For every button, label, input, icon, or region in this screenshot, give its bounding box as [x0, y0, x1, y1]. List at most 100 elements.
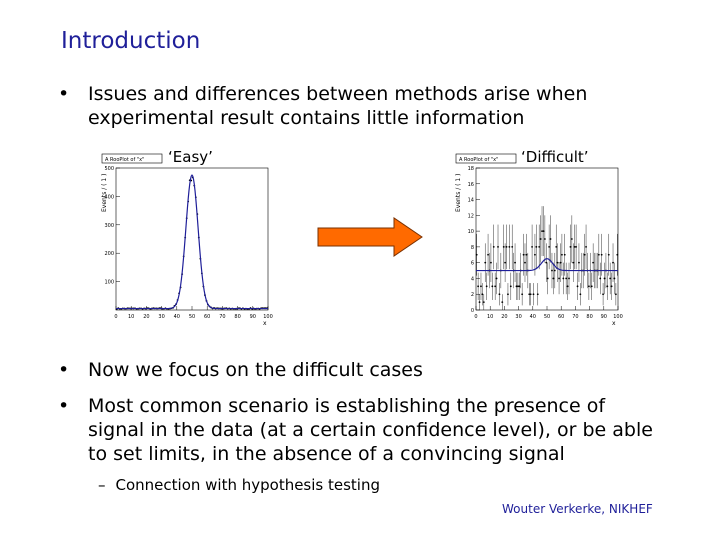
difficult-plot-data-point — [522, 253, 525, 256]
difficult-plot-data-point — [573, 245, 576, 248]
difficult-plot-data-point — [484, 261, 487, 264]
difficult-plot-data-point — [572, 261, 575, 264]
difficult-plot-data-point — [553, 269, 556, 272]
difficult-plot-data-point — [536, 293, 539, 296]
difficult-plot-data-point — [597, 253, 600, 256]
difficult-plot-x-tick-label: 100 — [613, 314, 623, 320]
difficult-plot-data-point — [570, 238, 573, 240]
difficult-plot-data-point — [569, 245, 572, 248]
difficult-plot-data-point — [507, 293, 509, 296]
difficult-plot-data-point — [482, 301, 485, 304]
easy-plot-x-tick-label: 40 — [174, 314, 180, 320]
easy-plot-x-tick-label: 80 — [234, 314, 240, 320]
difficult-plot-data-point — [592, 261, 595, 264]
difficult-plot-data-point — [542, 230, 545, 233]
difficult-plot-data-point — [561, 253, 563, 256]
difficult-plot-x-tick-label: 80 — [586, 314, 592, 320]
difficult-plot-data-point — [613, 277, 616, 280]
difficult-plot-data-point — [576, 285, 579, 288]
easy-plot-y-tick-label: 200 — [104, 251, 114, 257]
easy-plot-x-tick-label: 10 — [128, 314, 134, 320]
difficult-plot-data-point — [480, 285, 482, 288]
difficult-plot-data-point — [514, 261, 516, 264]
caption-difficult: ‘Difficult’ — [521, 148, 589, 166]
difficult-plot-data-point — [606, 285, 609, 288]
difficult-plot-data-point — [497, 245, 499, 248]
difficult-plot-data-point — [614, 293, 617, 296]
bullet-marker: • — [58, 395, 70, 417]
difficult-plot-y-tick-label: 0 — [471, 308, 474, 314]
difficult-plot-data-point — [541, 230, 543, 233]
difficult-plot-data-point — [545, 261, 548, 264]
bullet-marker: • — [58, 359, 70, 381]
difficult-plot-data-point — [487, 253, 489, 256]
difficult-plot-data-point — [602, 293, 604, 296]
difficult-plot-data-point — [504, 261, 507, 264]
difficult-plot-data-point — [475, 253, 478, 256]
difficult-plot-data-point — [502, 245, 505, 248]
difficult-plot-data-point — [524, 261, 526, 264]
bullet-marker: • — [58, 83, 70, 105]
difficult-plot-data-point — [498, 293, 501, 296]
easy-plot-y-tick-label: 400 — [104, 194, 114, 200]
sub-bullet-text: Connection with hypothesis testing — [115, 476, 381, 494]
difficult-plot-data-point — [490, 261, 492, 264]
easy-plot-x-tick-label: 90 — [250, 314, 256, 320]
difficult-plot-y-tick-label: 2 — [471, 292, 474, 298]
bullet-scenario-text: Most common scenario is establishing the… — [88, 395, 653, 465]
difficult-plot-data-point — [590, 285, 593, 288]
difficult-plot-data-point — [543, 238, 546, 240]
difficult-plot-data-point — [539, 238, 542, 240]
easy-plot-y-tick-label: 500 — [104, 166, 114, 172]
difficult-plot-data-point — [478, 301, 481, 304]
bullet-focus-text: Now we focus on the difficult cases — [88, 359, 423, 381]
difficult-plot-data-point — [521, 293, 524, 296]
difficult-plot-data-point — [599, 277, 602, 280]
difficult-plot-data-point — [612, 261, 614, 264]
difficult-plot-data-point — [558, 277, 560, 280]
difficult-plot-data-point — [575, 245, 578, 248]
difficult-plot-data-point — [600, 253, 603, 256]
arrow-icon — [317, 217, 423, 257]
difficult-plot-data-point — [555, 245, 558, 248]
difficult-plot-x-tick-label: 70 — [572, 314, 578, 320]
difficult-plot-y-tick-label: 8 — [471, 245, 474, 251]
difficult-plot-y-tick-label: 16 — [468, 182, 474, 188]
difficult-plot: A RooPlot of "x" Events / ( 1 ) 0 10 20 30 4… — [455, 153, 623, 327]
easy-plot-frame — [115, 167, 269, 311]
difficult-plot-data-point — [518, 285, 521, 288]
difficult-plot-data-point — [477, 285, 480, 288]
difficult-plot-y-tick-label: 12 — [468, 213, 474, 219]
difficult-plot-data-point — [509, 285, 512, 288]
difficult-plot-frame — [475, 167, 619, 311]
difficult-plot-title-box — [455, 153, 517, 164]
difficult-plot-x-tick-label: 0 — [474, 314, 477, 320]
difficult-plot-data-point — [501, 301, 504, 304]
difficult-plot-marks: 0 10 20 30 40 50 60 70 80 90 100 0 2 4 6 8 10 12 14 16 18 — [468, 166, 623, 320]
easy-plot-fit-curve — [116, 174, 268, 310]
difficult-plot-data-point — [529, 293, 532, 296]
difficult-plot-data-point — [511, 245, 514, 248]
sub-bullet-dash: – — [98, 476, 106, 494]
easy-plot-x-tick-label: 30 — [158, 314, 164, 320]
difficult-plot-data-point — [551, 269, 553, 272]
difficult-plot-xlabel: x — [612, 320, 616, 327]
easy-plot: A RooPlot of "x" Events / ( 1 ) 0 10 20 30 4… — [101, 153, 273, 327]
difficult-plot-ylabel: Events / ( 1 ) — [455, 174, 462, 212]
difficult-plot-data-point — [565, 277, 568, 280]
difficult-plot-data-point — [538, 245, 541, 248]
footer-author: Wouter Verkerke, NIKHEF — [502, 502, 653, 516]
difficult-plot-x-tick-label: 60 — [558, 314, 564, 320]
difficult-plot-data-point — [491, 285, 494, 288]
difficult-plot-x-tick-label: 90 — [601, 314, 607, 320]
difficult-plot-data-point — [515, 285, 518, 288]
bullet-issues: • Issues and differences between methods… — [58, 82, 658, 130]
bullet-issues-text: Issues and differences between methods a… — [88, 83, 588, 129]
difficult-plot-y-tick-label: 4 — [471, 276, 474, 282]
difficult-plot-data-point — [585, 245, 587, 248]
difficult-plot-data-point — [531, 245, 533, 248]
difficult-plot-data-point — [528, 293, 531, 296]
sub-bullet: – Connection with hypothesis testing — [98, 476, 380, 494]
difficult-plot-data-point — [610, 285, 613, 288]
easy-plot-xlabel: x — [263, 320, 267, 327]
